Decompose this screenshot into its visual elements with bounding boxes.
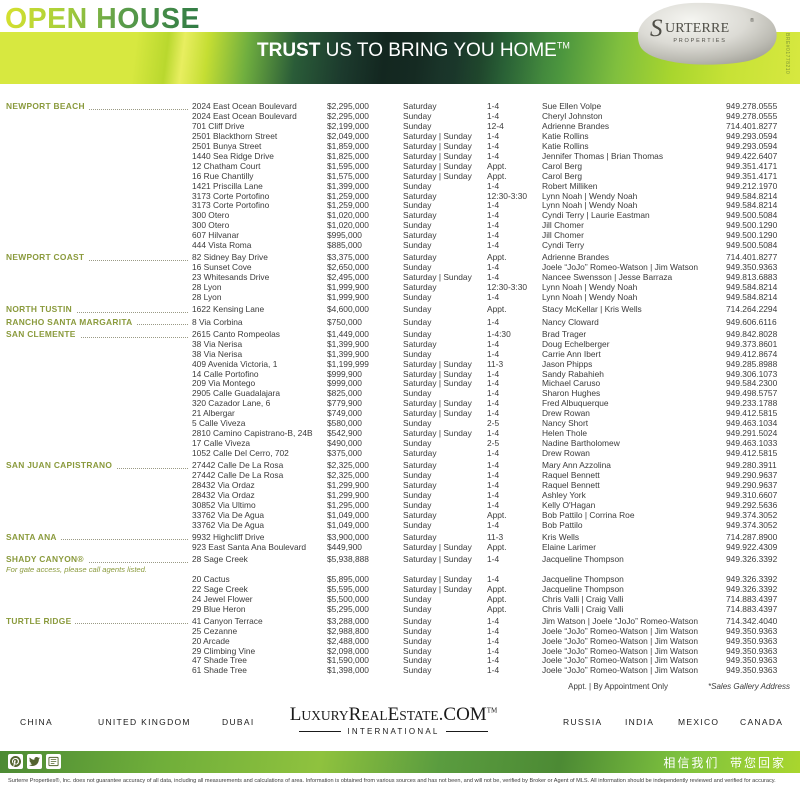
svg-text:URTERRE: URTERRE	[665, 21, 729, 36]
svg-text:S: S	[650, 15, 663, 42]
svg-text:PROPERTIES: PROPERTIES	[673, 38, 726, 44]
svg-text:®: ®	[750, 17, 754, 24]
